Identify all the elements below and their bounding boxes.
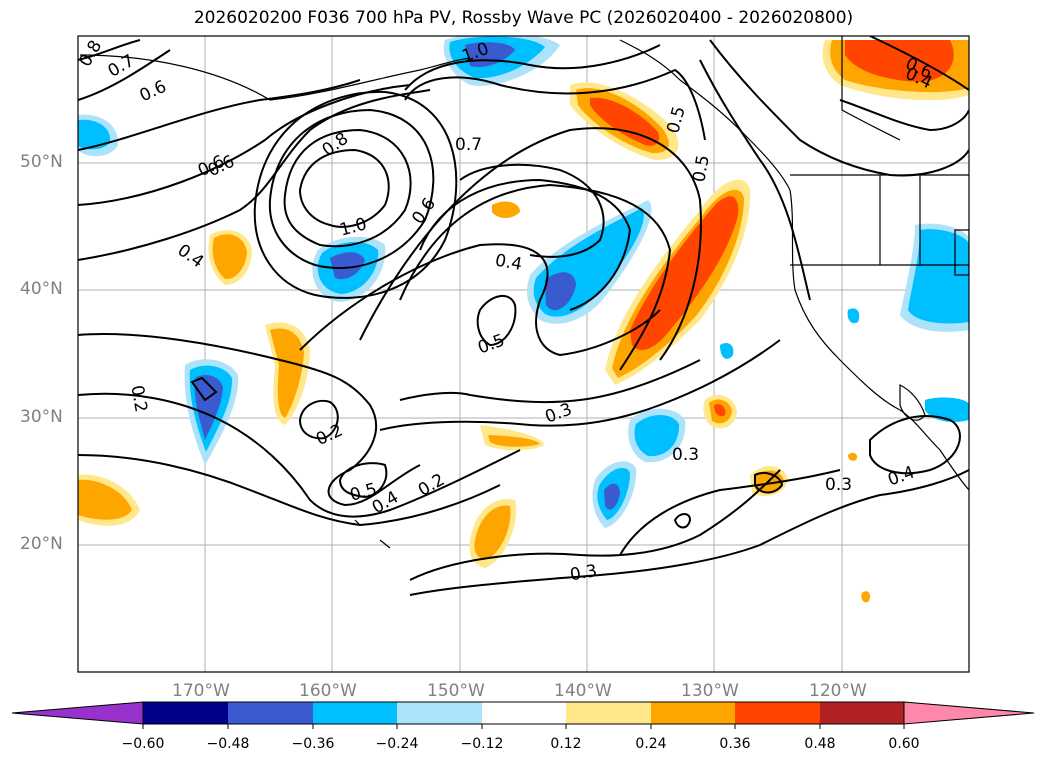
colorbar-swatch xyxy=(735,702,820,724)
contour-label: 0.3 xyxy=(672,445,699,465)
colorbar-tick-label: 0.12 xyxy=(550,736,582,752)
colorbar-swatch xyxy=(143,702,228,724)
colorbar-over-arrow xyxy=(903,701,1035,725)
colorbar-tick-label: −0.60 xyxy=(121,736,165,752)
colorbar xyxy=(11,701,1035,729)
latitude-label-30n: 30°N xyxy=(20,407,63,427)
colorbar-tick-label: −0.24 xyxy=(375,736,419,752)
latitude-label-20n: 20°N xyxy=(20,534,63,554)
longitude-label-140w: 140°W xyxy=(554,681,612,701)
map-background xyxy=(78,36,969,672)
chart-title: 2026020200 F036 700 hPa PV, Rossby Wave … xyxy=(193,8,854,28)
colorbar-tick-label: 0.48 xyxy=(804,736,836,752)
negative-anomaly-fills xyxy=(78,36,969,528)
colorbar-swatch xyxy=(566,702,651,724)
colorbar-swatch xyxy=(228,702,313,724)
contour-label: 0.7 xyxy=(455,135,482,155)
longitude-label-160w: 160°W xyxy=(299,681,357,701)
colorbar-swatch xyxy=(397,702,482,724)
colorbar-tick-label: −0.36 xyxy=(291,736,335,752)
contour-label: 0.3 xyxy=(568,561,598,585)
colorbar-swatch xyxy=(482,702,566,724)
colorbar-tick-label: 0.36 xyxy=(719,736,751,752)
pv-contours xyxy=(78,36,969,596)
longitude-label-130w: 130°W xyxy=(681,681,739,701)
contour-label: 0.5 xyxy=(689,154,713,184)
longitude-label-120w: 120°W xyxy=(809,681,867,701)
map-frame xyxy=(77,35,970,673)
colorbar-swatch xyxy=(313,702,397,724)
colorbar-tick-label: 0.24 xyxy=(635,736,667,752)
coastlines xyxy=(79,36,969,549)
colorbar-swatch xyxy=(651,702,735,724)
colorbar-tick-label: 0.60 xyxy=(888,736,920,752)
colorbar-swatch xyxy=(820,702,904,724)
longitude-label-150w: 150°W xyxy=(427,681,485,701)
contour-label: 0.3 xyxy=(825,475,852,495)
colorbar-tick-label: −0.12 xyxy=(460,736,504,752)
gridlines xyxy=(78,36,969,672)
longitude-label-170w: 170°W xyxy=(172,681,230,701)
colorbar-under-arrow xyxy=(11,701,144,725)
contour-label: 0.2 xyxy=(126,384,150,414)
map-plot: 0.8 0.7 0.6 1.0 0.6 0.8 0.7 0.6 0.6 1.0 … xyxy=(75,35,970,673)
latitude-label-50n: 50°N xyxy=(20,152,63,172)
latitude-label-40n: 40°N xyxy=(20,279,63,299)
contour-label: 0.4 xyxy=(493,251,523,275)
colorbar-tick-label: −0.48 xyxy=(206,736,250,752)
